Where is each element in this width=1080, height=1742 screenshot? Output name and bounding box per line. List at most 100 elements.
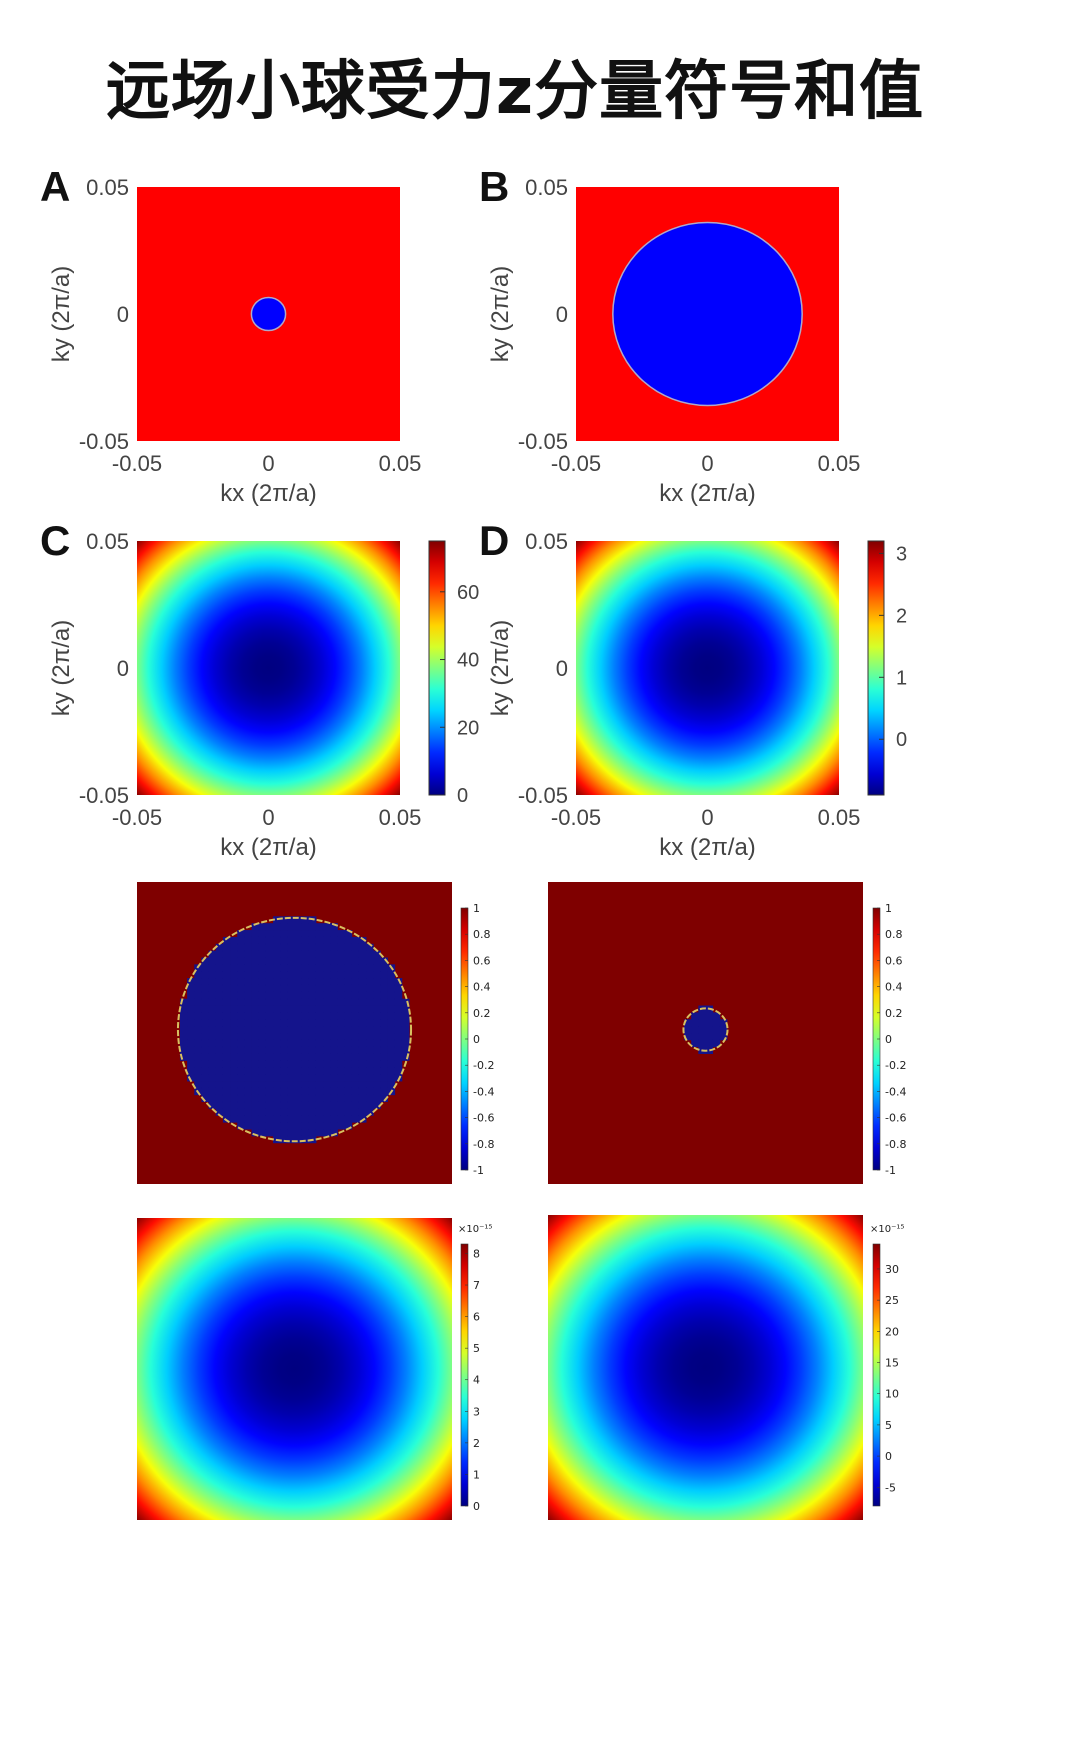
negative-cell: [287, 1005, 295, 1013]
negative-cell: [215, 1108, 224, 1116]
negative-cell: [201, 1094, 209, 1103]
negative-cell: [215, 964, 224, 972]
negative-cell: [684, 1026, 692, 1034]
negative-cell: [265, 1046, 274, 1054]
negative-cell: [258, 1101, 267, 1109]
negative-cell: [330, 1046, 338, 1054]
negative-cell: [237, 1039, 245, 1048]
negative-cell: [265, 923, 274, 931]
negative-cell: [237, 950, 245, 958]
negative-cell: [373, 1060, 381, 1068]
negative-cell: [287, 1039, 295, 1048]
negative-cell: [215, 1081, 224, 1089]
negative-cell: [315, 1129, 324, 1137]
negative-cell: [358, 1039, 367, 1048]
negative-cell: [401, 998, 410, 1006]
negative-cell: [401, 1046, 410, 1054]
negative-cell: [230, 943, 238, 952]
negative-cell: [387, 1060, 396, 1068]
negative-cell: [366, 1067, 374, 1075]
y-axis-label: ky (2π/a): [487, 266, 514, 363]
negative-cell: [215, 1053, 224, 1061]
x-tick-label: 0: [701, 805, 713, 830]
negative-cell: [258, 998, 267, 1006]
negative-cell: [344, 1033, 353, 1041]
negative-cell: [330, 984, 338, 993]
negative-cell: [315, 1108, 324, 1116]
negative-cell: [258, 1094, 267, 1103]
negative-cell: [265, 1101, 274, 1109]
negative-cell: [380, 1067, 388, 1075]
negative-cell: [222, 1101, 231, 1109]
negative-cell: [315, 971, 324, 979]
negative-cell: [366, 971, 374, 979]
negative-cell: [315, 1094, 324, 1103]
negative-cell: [258, 1067, 267, 1075]
negative-cell: [258, 923, 267, 931]
negative-cell: [366, 964, 374, 972]
negative-cell: [308, 957, 317, 965]
negative-cell: [358, 1081, 367, 1089]
panel-label: C: [40, 517, 70, 564]
negative-cell: [222, 971, 231, 979]
negative-cell: [258, 1081, 267, 1089]
negative-cell: [373, 1087, 381, 1096]
negative-cell: [308, 1046, 317, 1054]
negative-cell: [230, 1074, 238, 1082]
negative-cell: [244, 1087, 252, 1096]
negative-cell: [201, 1012, 209, 1020]
negative-cell: [215, 991, 224, 1000]
negative-cell: [315, 1019, 324, 1027]
negative-cell: [208, 1033, 217, 1041]
negative-cell: [265, 984, 274, 993]
colorbar-bar: [460, 1243, 469, 1507]
negative-cell: [351, 1087, 360, 1096]
negative-cell: [294, 998, 303, 1006]
negative-cell: [315, 1060, 324, 1068]
negative-cell: [251, 1129, 260, 1137]
negative-cell: [351, 1026, 360, 1034]
negative-cell: [698, 1039, 706, 1048]
negative-cell: [280, 991, 288, 1000]
negative-cell: [315, 1087, 324, 1096]
negative-cell: [301, 1122, 310, 1130]
negative-cell: [194, 1033, 202, 1041]
negative-cell: [344, 1039, 353, 1048]
negative-cell: [358, 943, 367, 952]
negative-cell: [237, 1122, 245, 1130]
x-axis-label: kx (2π/a): [659, 834, 756, 861]
negative-cell: [315, 943, 324, 952]
negative-cell: [294, 930, 303, 938]
negative-cell: [394, 1012, 403, 1020]
negative-cell: [344, 1101, 353, 1109]
negative-cell: [351, 978, 360, 986]
negative-cell: [366, 1053, 374, 1061]
negative-cell: [230, 1067, 238, 1075]
negative-cell: [330, 1101, 338, 1109]
negative-cell: [358, 1026, 367, 1034]
negative-cell: [280, 930, 288, 938]
negative-cell: [380, 1039, 388, 1048]
negative-cell: [351, 984, 360, 993]
negative-cell: [705, 1026, 714, 1034]
negative-cell: [351, 1060, 360, 1068]
negative-cell: [244, 991, 252, 1000]
negative-cell: [230, 1115, 238, 1123]
negative-cell: [358, 984, 367, 993]
negative-cell: [273, 1081, 281, 1089]
negative-cell: [294, 1094, 303, 1103]
negative-cell: [280, 978, 288, 986]
panel-label: B: [479, 163, 509, 210]
negative-cell: [201, 1087, 209, 1096]
negative-cell: [351, 957, 360, 965]
negative-cell: [344, 1081, 353, 1089]
negative-cell: [705, 1019, 714, 1027]
negative-cell: [308, 1122, 317, 1130]
negative-cell: [294, 1108, 303, 1116]
negative-cell: [280, 1060, 288, 1068]
negative-cell: [194, 991, 202, 1000]
negative-cell: [366, 1101, 374, 1109]
negative-cell: [230, 1005, 238, 1013]
negative-cell: [387, 984, 396, 993]
x-tick-label: 0.05: [818, 451, 861, 476]
